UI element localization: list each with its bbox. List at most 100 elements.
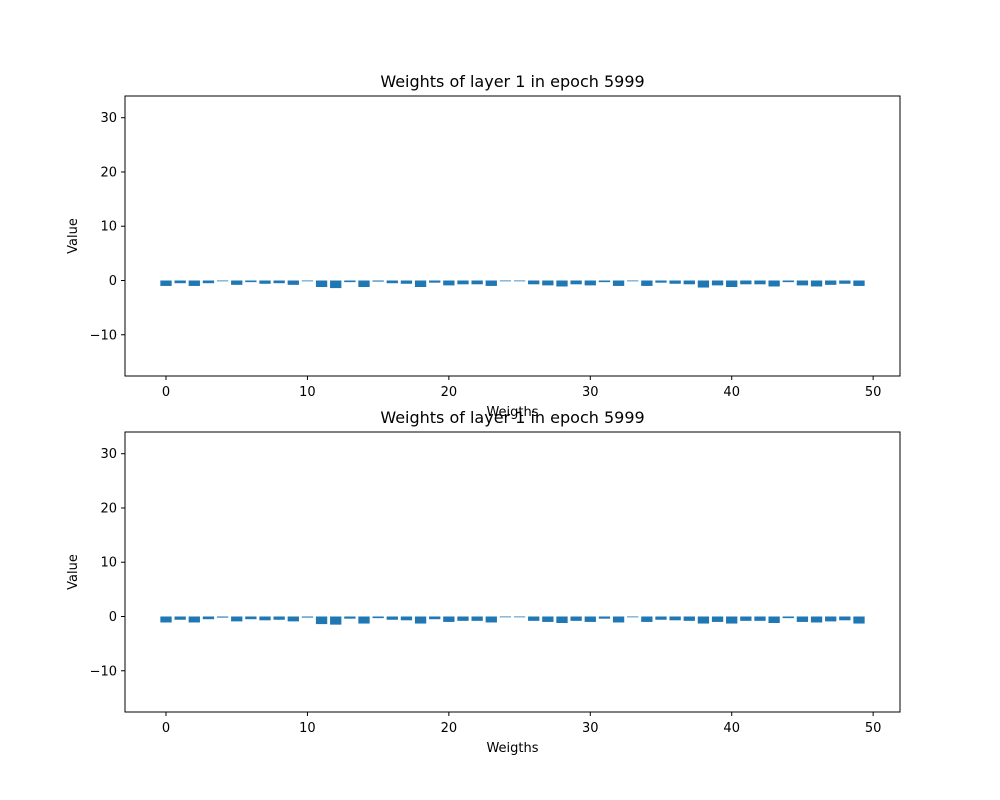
bar	[259, 616, 271, 621]
y-tick-label: 20	[100, 165, 117, 180]
y-tick-label: 30	[100, 447, 117, 462]
bar	[669, 280, 681, 284]
bar	[528, 280, 540, 285]
bar	[330, 616, 342, 625]
bar	[471, 280, 483, 285]
bar	[726, 616, 738, 624]
bar	[344, 616, 356, 619]
x-axis-label: Weigths	[486, 405, 538, 420]
bar	[641, 280, 653, 286]
x-tick-label: 50	[865, 385, 882, 400]
y-axis-label: Value	[66, 554, 81, 590]
bar	[216, 616, 229, 618]
bar	[287, 616, 299, 622]
bar	[358, 280, 370, 288]
bar	[231, 280, 243, 285]
bar	[740, 280, 752, 285]
x-tick-label: 50	[865, 721, 882, 736]
bar	[584, 616, 596, 622]
bar	[400, 616, 413, 621]
x-axis-label: Weigths	[486, 741, 538, 756]
bar	[188, 616, 200, 623]
bar	[810, 616, 823, 623]
y-tick-label: 30	[100, 111, 117, 126]
y-tick-label: −10	[90, 328, 117, 343]
y-axis-label: Value	[66, 218, 81, 254]
axes-frame	[124, 95, 901, 377]
x-tick-label: 40	[723, 721, 740, 736]
bar	[174, 280, 186, 284]
bar	[627, 280, 639, 282]
bar	[429, 280, 441, 283]
bar	[570, 616, 582, 621]
subplot-2: 0 10 20 30 40 50 −10 0 10 20 30 Weights of layer 1 …	[66, 408, 901, 756]
bar	[443, 616, 455, 622]
bar	[669, 616, 681, 621]
bar	[839, 616, 851, 621]
bar	[683, 616, 695, 621]
bar	[683, 280, 695, 285]
chart-title: Weights of layer 1 in epoch 5999	[380, 408, 644, 427]
bar	[386, 616, 398, 620]
bar	[853, 616, 865, 624]
y-tick-label: 10	[100, 556, 117, 571]
y-tick-label: 10	[100, 220, 117, 235]
bar	[627, 616, 639, 618]
bar	[570, 280, 582, 285]
chart-title: Weights of layer 1 in epoch 5999	[380, 72, 644, 91]
bar	[697, 616, 710, 624]
bar	[160, 616, 172, 623]
bar	[414, 280, 427, 288]
bar	[499, 280, 512, 282]
bar	[372, 280, 384, 282]
bar	[768, 280, 780, 287]
bar	[513, 280, 526, 282]
bar	[259, 280, 271, 284]
bar	[612, 280, 625, 286]
bar	[655, 280, 667, 283]
bar	[443, 280, 455, 286]
bar	[372, 616, 384, 619]
bar	[796, 616, 809, 622]
bar	[711, 616, 724, 622]
bar	[457, 616, 469, 621]
bar	[400, 280, 413, 284]
y-tick-label: −10	[90, 664, 117, 679]
x-tick-label: 30	[582, 721, 599, 736]
bar	[245, 280, 257, 283]
bar	[711, 280, 724, 286]
bar	[429, 616, 441, 620]
axes-frame	[124, 431, 901, 713]
bar	[853, 280, 865, 286]
bar	[202, 616, 215, 620]
bar	[810, 280, 823, 287]
bar	[358, 616, 370, 624]
bar	[768, 616, 780, 624]
bar	[174, 616, 186, 620]
bar	[245, 616, 257, 620]
bar	[641, 616, 653, 622]
bar	[782, 280, 794, 283]
x-tick-label: 20	[441, 385, 458, 400]
bar	[160, 280, 172, 286]
bar	[740, 616, 752, 621]
bar	[301, 616, 314, 618]
bar	[485, 616, 497, 623]
bar	[754, 280, 766, 285]
bar	[796, 280, 809, 286]
x-tick-label: 40	[723, 385, 740, 400]
bar	[655, 616, 667, 620]
subplot-1: 0 10 20 30 40 50 −10 0 10 20 30 Weights of layer 1 …	[66, 72, 901, 420]
bar	[485, 280, 497, 286]
bar	[556, 280, 568, 287]
x-tick-label: 10	[299, 385, 316, 400]
bar	[330, 280, 342, 289]
bar	[782, 616, 794, 619]
x-tick-label: 0	[162, 385, 170, 400]
bar	[556, 616, 568, 624]
bar	[598, 280, 611, 283]
bar	[825, 616, 837, 622]
x-tick-label: 20	[441, 721, 458, 736]
